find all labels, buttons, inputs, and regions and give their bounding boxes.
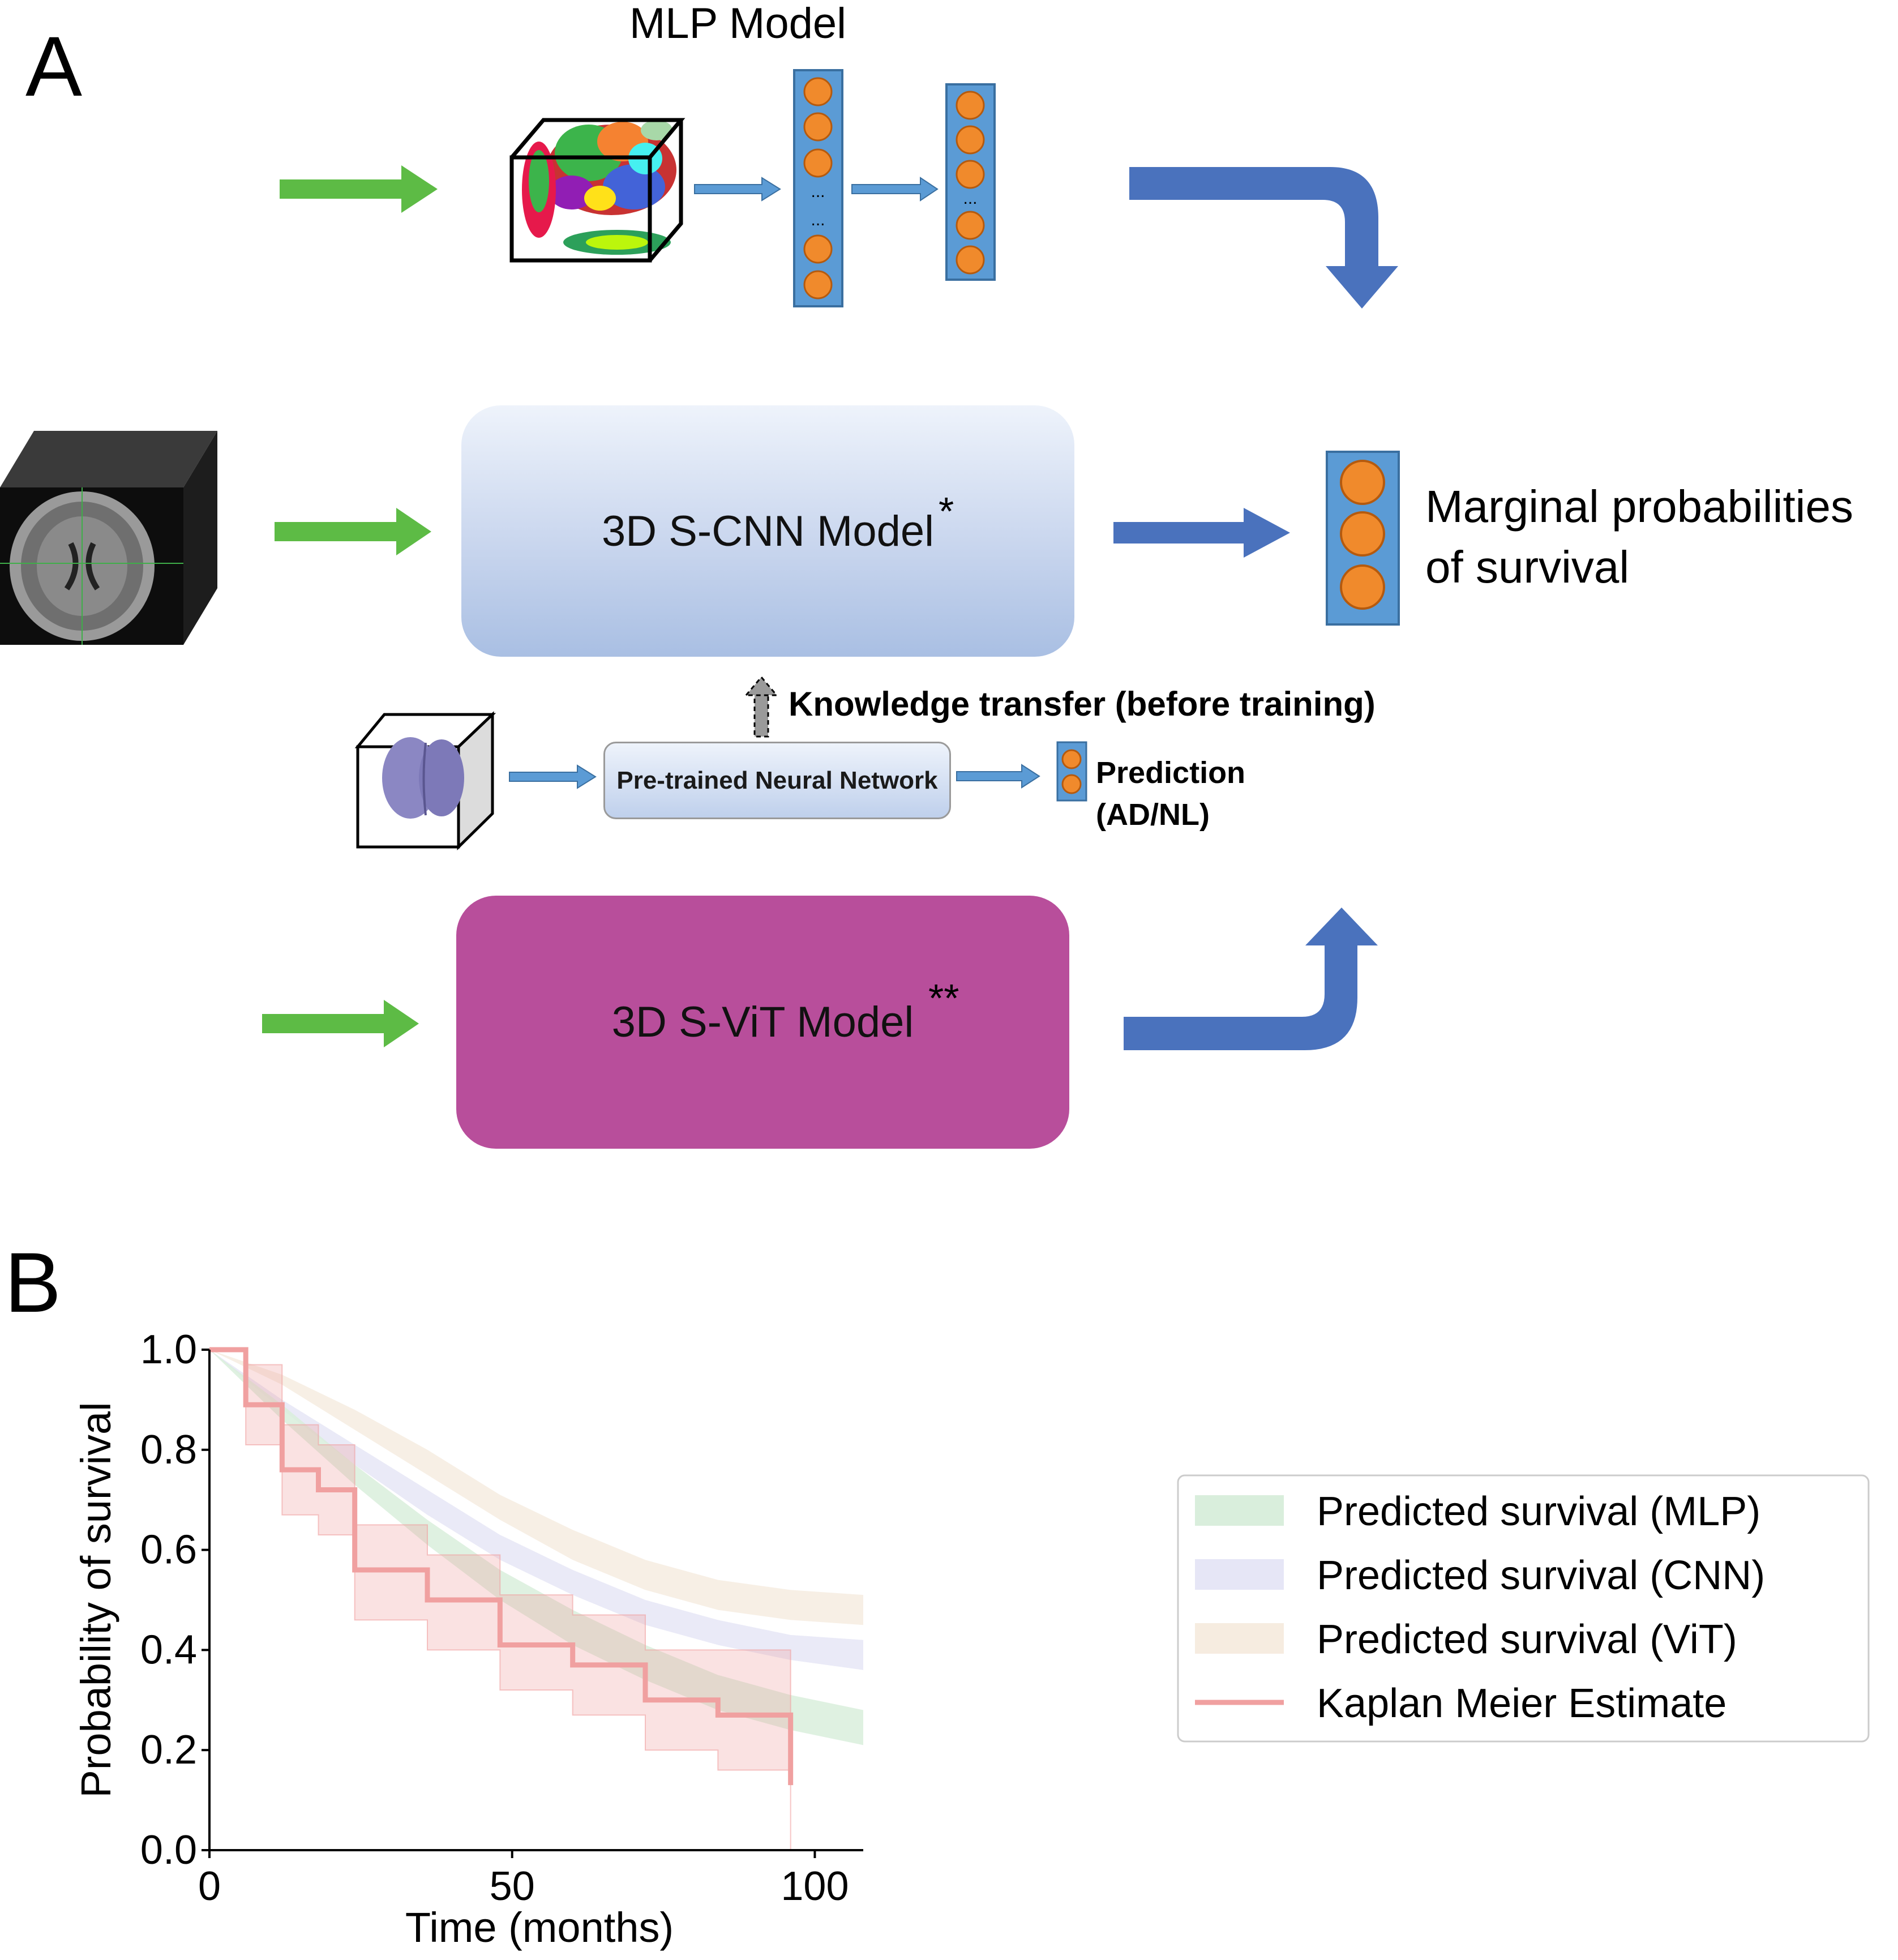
pretrained-to-prediction-arrow <box>956 764 1040 789</box>
cnn-asterisk: * <box>939 489 954 533</box>
x-tick-label: 100 <box>781 1864 849 1909</box>
band-predicted-survival-mlp <box>209 1350 863 1745</box>
mlp-ellipsis-3: ... <box>963 189 977 208</box>
mlp-to-output-arrow <box>1129 167 1398 309</box>
input-arrow-cnn <box>275 508 431 555</box>
y-tick-label: 0.6 <box>140 1527 197 1573</box>
legend: Predicted survival (MLP) Predicted surviv… <box>1177 1474 1870 1743</box>
x-axis-label: Time (months) <box>405 1904 674 1951</box>
knowledge-transfer-arrow <box>744 675 779 738</box>
y-tick-label: 0.8 <box>140 1427 197 1473</box>
output-label-1: Marginal probabilities <box>1425 481 1853 532</box>
band-predicted-survival-cnn <box>209 1350 863 1670</box>
legend-label: Predicted survival (ViT) <box>1317 1617 1737 1662</box>
mlp-ellipsis-2: ... <box>811 211 825 229</box>
output-label-2: of survival <box>1425 542 1630 592</box>
mlp-ellipsis-1: ... <box>811 182 825 201</box>
mlp-arrow-1 <box>694 177 781 202</box>
vit-asterisks: ** <box>928 976 959 1020</box>
legend-swatch <box>1195 1559 1284 1590</box>
legend-label: Kaplan Meier Estimate <box>1317 1681 1726 1726</box>
prediction-label-1: Prediction <box>1096 756 1246 790</box>
input-arrow-vit <box>262 1000 419 1047</box>
pretrained-network-box: Pre-trained Neural Network <box>603 742 951 819</box>
cube-to-pretrained-arrow <box>509 764 597 789</box>
vit-to-output-arrow <box>1124 908 1378 1050</box>
panel-label-b: B <box>5 1235 62 1330</box>
output-layer <box>1326 451 1400 626</box>
mlp-layer-1 <box>793 69 843 307</box>
small-brain-cube <box>354 711 496 850</box>
prediction-label-2: (AD/NL) <box>1096 798 1210 832</box>
legend-label: Predicted survival (MLP) <box>1317 1489 1760 1534</box>
km-estimate-line <box>209 1347 794 1786</box>
vit-model-box: 3D S-ViT Model <box>456 896 1069 1149</box>
diagram-graphics: ... ... ... <box>0 69 1400 1050</box>
y-tick-label: 1.0 <box>140 1327 197 1372</box>
x-tick-label: 50 <box>490 1864 535 1909</box>
pretrained-network-label: Pre-trained Neural Network <box>616 766 938 794</box>
mlp-layer-2 <box>945 83 996 281</box>
y-tick-label: 0.2 <box>140 1727 197 1773</box>
mlp-arrow-2 <box>851 177 939 202</box>
cnn-model-box: 3D S-CNN Model <box>461 405 1074 657</box>
y-tick-label: 0.4 <box>140 1627 197 1672</box>
atlas-cube <box>509 118 685 263</box>
y-tick-label: 0.0 <box>140 1828 197 1873</box>
cnn-model-label: 3D S-CNN Model <box>601 507 935 555</box>
transfer-label: Knowledge transfer (before training) <box>789 685 1376 723</box>
km-confidence-band <box>209 1349 791 1850</box>
vit-model-label: 3D S-ViT Model <box>611 998 914 1046</box>
band-predicted-survival-vit <box>209 1350 863 1625</box>
cnn-to-output-arrow <box>1113 508 1290 558</box>
panel-label-a: A <box>25 19 83 114</box>
legend-swatch <box>1195 1495 1284 1526</box>
input-arrow-mlp <box>280 165 438 213</box>
legend-swatch <box>1195 1623 1284 1654</box>
legend-label: Predicted survival (CNN) <box>1317 1553 1765 1598</box>
x-tick-label: 0 <box>198 1864 221 1909</box>
y-axis-label: Probability of survival <box>72 1402 119 1798</box>
prediction-layer <box>1056 741 1087 802</box>
mlp-model-title: MLP Model <box>629 0 847 48</box>
mri-brain-cube <box>0 431 217 645</box>
